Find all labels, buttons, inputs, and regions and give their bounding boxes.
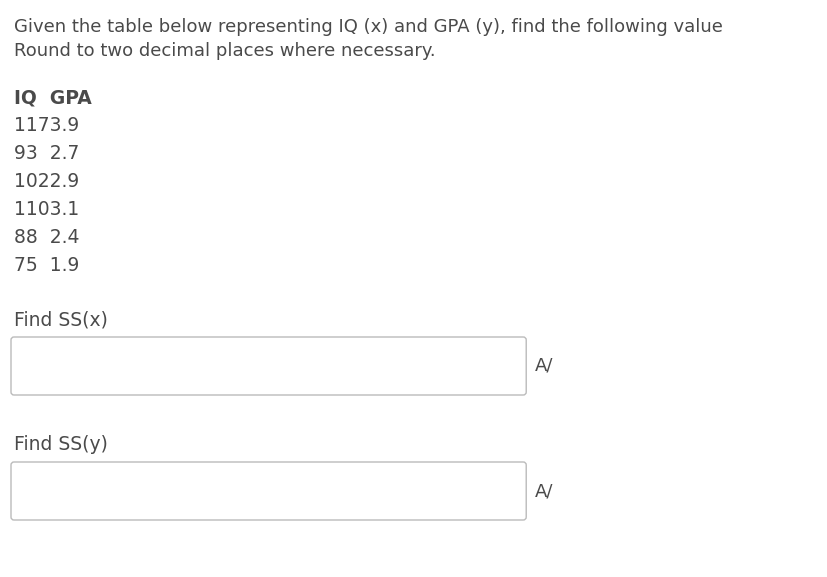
Text: 1173.9: 1173.9 xyxy=(14,116,79,135)
Text: Find SS(x): Find SS(x) xyxy=(14,310,108,329)
Text: 75  1.9: 75 1.9 xyxy=(14,256,79,275)
Text: Given the table below representing IQ (x) and GPA (y), find the following value: Given the table below representing IQ (x… xyxy=(14,18,722,36)
Text: IQ  GPA: IQ GPA xyxy=(14,88,92,107)
Text: Round to two decimal places where necessary.: Round to two decimal places where necess… xyxy=(14,42,435,60)
Text: 1022.9: 1022.9 xyxy=(14,172,79,191)
FancyBboxPatch shape xyxy=(11,462,526,520)
Text: Find SS(y): Find SS(y) xyxy=(14,435,108,454)
Text: A/: A/ xyxy=(534,357,553,375)
Text: 93  2.7: 93 2.7 xyxy=(14,144,79,163)
Text: A/: A/ xyxy=(534,482,553,500)
Text: 88  2.4: 88 2.4 xyxy=(14,228,79,247)
FancyBboxPatch shape xyxy=(11,337,526,395)
Text: 1103.1: 1103.1 xyxy=(14,200,79,219)
